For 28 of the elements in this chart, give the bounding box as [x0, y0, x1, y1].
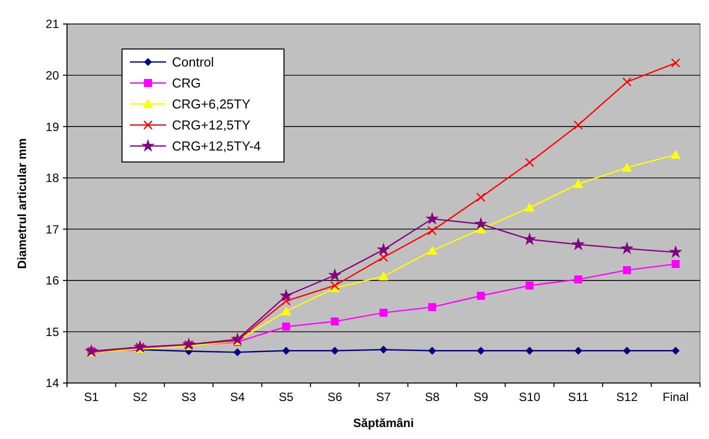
y-tick-label: 20: [46, 68, 60, 82]
y-tick-label: 19: [46, 120, 60, 134]
y-tick-label: 15: [46, 324, 60, 339]
x-tick-label: S6: [327, 390, 342, 404]
y-tick-label: 14: [46, 376, 60, 390]
x-tick-label: Final: [662, 390, 689, 404]
y-tick-label: 16: [46, 274, 60, 288]
x-tick-label: S11: [568, 390, 589, 404]
x-tick-label: S7: [376, 390, 392, 404]
legend-label: CRG+12,5TY-4: [172, 138, 261, 154]
x-tick-label: S4: [230, 390, 246, 404]
legend-label: Control: [172, 54, 214, 70]
x-tick-label: S8: [424, 390, 440, 404]
x-tick-label: S9: [474, 390, 489, 404]
x-axis-title: Săptămâni: [353, 416, 414, 430]
x-tick-label: S10: [518, 390, 541, 404]
x-tick-label: S2: [132, 390, 148, 404]
y-tick-label: 17: [46, 222, 60, 236]
y-tick-label: 21: [46, 17, 60, 32]
x-tick-label: S1: [84, 390, 100, 404]
legend-label: CRG+12,5TY: [172, 118, 251, 133]
y-tick-label: 18: [46, 171, 60, 186]
x-tick-label: S3: [181, 390, 196, 404]
x-tick-label: S12: [616, 390, 638, 404]
y-axis-title: Diametrul articular mm: [15, 138, 29, 269]
legend-label: CRG: [172, 76, 201, 91]
x-tick-label: S5: [278, 390, 294, 404]
legend-label: CRG+6,25TY: [172, 96, 251, 112]
